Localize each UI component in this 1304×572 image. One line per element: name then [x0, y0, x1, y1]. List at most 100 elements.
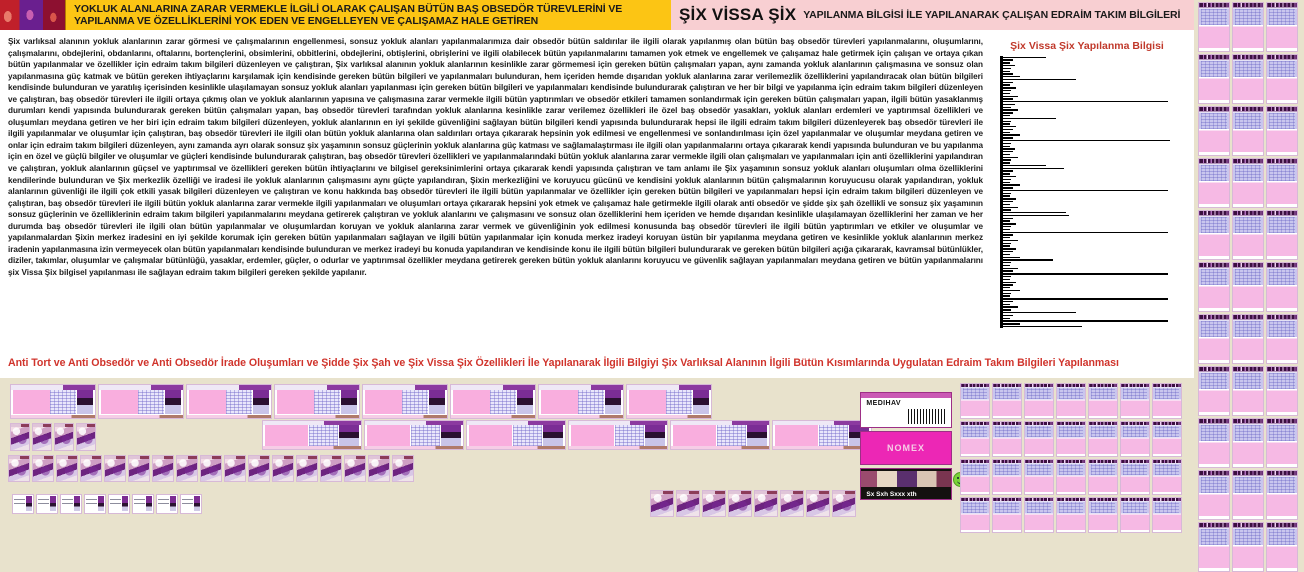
- thumbnail-item[interactable]: [1024, 421, 1054, 457]
- thumbnail-item[interactable]: [780, 490, 804, 517]
- thumbnail-item[interactable]: [54, 423, 74, 451]
- thumbnail-item[interactable]: [1266, 106, 1298, 156]
- thumbnail-item[interactable]: [1120, 383, 1150, 419]
- thumbnail-item[interactable]: [1088, 459, 1118, 495]
- thumbnail-item[interactable]: [1232, 470, 1264, 520]
- thumbnail-item[interactable]: [1232, 106, 1264, 156]
- thumbnail-item[interactable]: [1024, 497, 1054, 533]
- thumbnail-item[interactable]: [992, 459, 1022, 495]
- nomex-card[interactable]: NOMEX: [860, 431, 952, 465]
- thumbnail-item[interactable]: [10, 384, 96, 419]
- thumbnail-item[interactable]: [450, 384, 536, 419]
- thumbnail-item[interactable]: [1266, 522, 1298, 572]
- thumbnail-item[interactable]: [1232, 262, 1264, 312]
- thumbnail-item[interactable]: [392, 455, 414, 482]
- thumbnail-item[interactable]: [1232, 314, 1264, 364]
- thumbnail-item[interactable]: [650, 490, 674, 517]
- thumbnail-item[interactable]: [1198, 54, 1230, 104]
- thumbnail-item[interactable]: [296, 455, 318, 482]
- thumbnail-item[interactable]: [180, 494, 202, 514]
- thumbnail-item[interactable]: [1266, 158, 1298, 208]
- thumbnail-item[interactable]: [344, 455, 366, 482]
- thumbnail-item[interactable]: [76, 423, 96, 451]
- thumbnail-item[interactable]: [1056, 459, 1086, 495]
- thumbnail-item[interactable]: [1056, 421, 1086, 457]
- thumbnail-item[interactable]: [10, 423, 30, 451]
- thumbnail-item[interactable]: [98, 384, 184, 419]
- thumbnail-item[interactable]: [1056, 497, 1086, 533]
- thumbnail-item[interactable]: [992, 497, 1022, 533]
- thumbnail-item[interactable]: [1198, 262, 1230, 312]
- thumbnail-item[interactable]: [36, 494, 58, 514]
- thumbnail-item[interactable]: [960, 497, 990, 533]
- thumbnail-item[interactable]: [362, 384, 448, 419]
- thumbnail-item[interactable]: [1152, 497, 1182, 533]
- thumbnail-item[interactable]: [1152, 459, 1182, 495]
- thumbnail-item[interactable]: [1198, 210, 1230, 260]
- thumbnail-item[interactable]: [1088, 421, 1118, 457]
- thumbnail-item[interactable]: [670, 420, 770, 450]
- thumbnail-item[interactable]: [1152, 383, 1182, 419]
- thumbnail-item[interactable]: [272, 455, 294, 482]
- thumbnail-item[interactable]: [1024, 459, 1054, 495]
- thumbnail-item[interactable]: [466, 420, 566, 450]
- thumbnail-item[interactable]: [80, 455, 102, 482]
- thumbnail-item[interactable]: [56, 455, 78, 482]
- thumbnail-item[interactable]: [538, 384, 624, 419]
- thumbnail-item[interactable]: [568, 420, 668, 450]
- thumbnail-item[interactable]: [1198, 418, 1230, 468]
- thumbnail-item[interactable]: [84, 494, 106, 514]
- thumbnail-item[interactable]: [1232, 522, 1264, 572]
- thumbnail-item[interactable]: [176, 455, 198, 482]
- thumbnail-item[interactable]: [320, 455, 342, 482]
- thumbnail-item[interactable]: [1266, 210, 1298, 260]
- thumbnail-item[interactable]: [960, 421, 990, 457]
- thumbnail-item[interactable]: [1120, 497, 1150, 533]
- thumbnail-item[interactable]: [60, 494, 82, 514]
- thumbnail-item[interactable]: [1266, 366, 1298, 416]
- thumbnail-item[interactable]: [1232, 54, 1264, 104]
- thumbnail-item[interactable]: [1056, 383, 1086, 419]
- thumbnail-item[interactable]: [1198, 2, 1230, 52]
- thumbnail-item[interactable]: [32, 423, 52, 451]
- thumbnail-item[interactable]: [156, 494, 178, 514]
- thumbnail-item[interactable]: [1198, 106, 1230, 156]
- thumbnail-item[interactable]: [104, 455, 126, 482]
- thumbnail-item[interactable]: [1198, 158, 1230, 208]
- thumbnail-item[interactable]: [1198, 470, 1230, 520]
- thumbnail-item[interactable]: [1266, 418, 1298, 468]
- thumbnail-item[interactable]: [1120, 421, 1150, 457]
- thumbnail-item[interactable]: [274, 384, 360, 419]
- thumbnail-item[interactable]: [12, 494, 34, 514]
- thumbnail-item[interactable]: [772, 420, 872, 450]
- thumbnail-item[interactable]: [1024, 383, 1054, 419]
- dark-banner-card[interactable]: Sx Sxh Sxxx xth: [860, 468, 952, 500]
- thumbnail-item[interactable]: [992, 421, 1022, 457]
- thumbnail-item[interactable]: [108, 494, 130, 514]
- thumbnail-item[interactable]: [1266, 470, 1298, 520]
- thumbnail-item[interactable]: [32, 455, 54, 482]
- thumbnail-item[interactable]: [1266, 314, 1298, 364]
- thumbnail-item[interactable]: [992, 383, 1022, 419]
- thumbnail-item[interactable]: [1120, 459, 1150, 495]
- thumbnail-item[interactable]: [1088, 497, 1118, 533]
- thumbnail-item[interactable]: [364, 420, 464, 450]
- thumbnail-item[interactable]: [806, 490, 830, 517]
- thumbnail-item[interactable]: [702, 490, 726, 517]
- thumbnail-item[interactable]: [1232, 210, 1264, 260]
- thumbnail-item[interactable]: [1198, 314, 1230, 364]
- medihav-card[interactable]: MEDIHAV: [860, 392, 952, 428]
- thumbnail-item[interactable]: [1232, 158, 1264, 208]
- thumbnail-item[interactable]: [1266, 2, 1298, 52]
- thumbnail-item[interactable]: [1198, 522, 1230, 572]
- thumbnail-item[interactable]: [248, 455, 270, 482]
- thumbnail-item[interactable]: [186, 384, 272, 419]
- thumbnail-item[interactable]: [1266, 54, 1298, 104]
- thumbnail-item[interactable]: [960, 459, 990, 495]
- thumbnail-item[interactable]: [1232, 366, 1264, 416]
- thumbnail-item[interactable]: [1232, 2, 1264, 52]
- thumbnail-item[interactable]: [728, 490, 752, 517]
- thumbnail-item[interactable]: [832, 490, 856, 517]
- thumbnail-item[interactable]: [262, 420, 362, 450]
- thumbnail-item[interactable]: [8, 455, 30, 482]
